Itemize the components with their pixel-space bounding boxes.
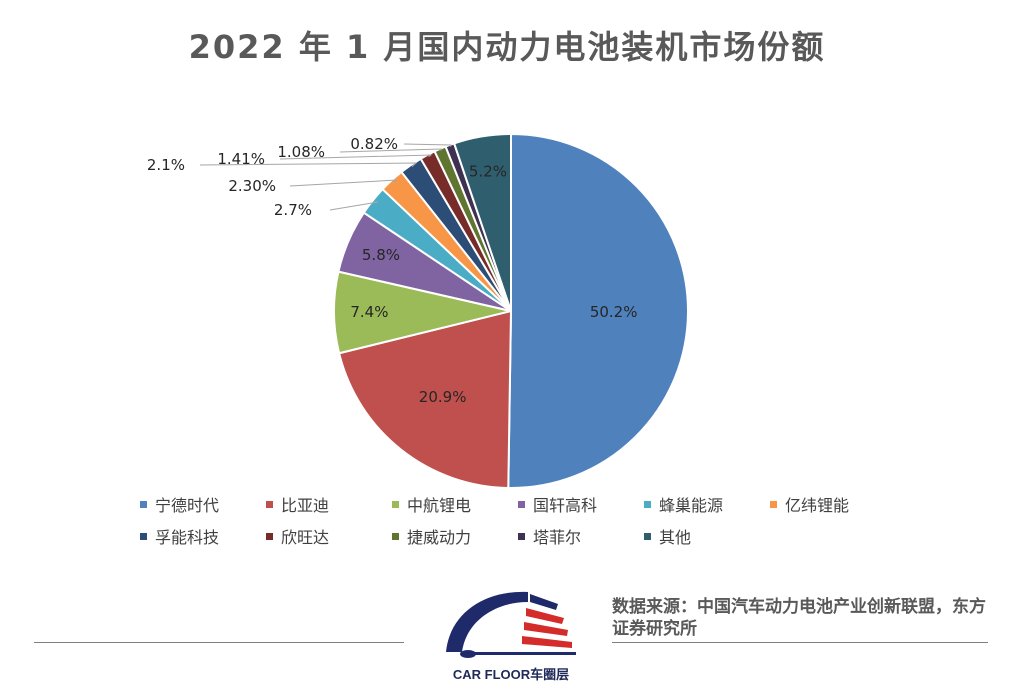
car-floor-logo: CAR FLOOR车圈层 — [436, 582, 586, 686]
leader-line-9 — [403, 143, 452, 147]
slice-label-0: 50.2% — [590, 303, 638, 321]
slice-label-5: 2.30% — [228, 177, 276, 195]
legend-label-5: 亿纬锂能 — [785, 496, 850, 515]
pie-slice-10 — [452, 132, 512, 312]
source-note: 数据来源：中国汽车动力电池产业创新联盟，东方证券研究所 — [612, 597, 986, 639]
legend-swatch-1 — [266, 500, 273, 508]
legend-label-4: 蜂巢能源 — [659, 496, 724, 515]
leader-line-4 — [329, 201, 379, 211]
legend-swatch-7 — [266, 532, 273, 540]
logo-text: CAR FLOOR车圈层 — [452, 667, 570, 682]
slice-label-2: 7.4% — [350, 303, 388, 321]
divider-left — [34, 642, 404, 643]
legend-label-1: 比亚迪 — [281, 496, 330, 515]
pie-chart: 50.2% 20.9% 7.4% 5.8% 2.7% 2.30% 2.1% 1.41% 1.08… — [147, 132, 689, 489]
chart-legend: 宁德时代 比亚迪 中航锂电 国轩高科 蜂巢能源 亿纬锂能孚能科技 欣旺达 捷威动力 塔菲尔 其他 — [140, 492, 900, 548]
legend-swatch-9 — [518, 532, 525, 540]
legend-item-1: 比亚迪 — [266, 492, 392, 516]
legend-label-10: 其他 — [659, 528, 692, 547]
legend-item-4: 蜂巢能源 — [644, 492, 770, 516]
divider-right — [612, 642, 988, 643]
legend-label-8: 捷威动力 — [407, 528, 472, 547]
slice-label-3: 5.8% — [362, 246, 400, 264]
legend-item-6: 孚能科技 — [140, 524, 266, 548]
legend-item-0: 宁德时代 — [140, 492, 266, 516]
legend-label-3: 国轩高科 — [533, 496, 598, 515]
leader-line-6 — [199, 162, 418, 168]
legend-item-10: 其他 — [644, 524, 770, 548]
legend-swatch-8 — [392, 532, 399, 540]
pie-slice-1 — [337, 309, 513, 489]
legend-swatch-2 — [392, 500, 399, 508]
slice-label-4: 2.7% — [274, 201, 312, 219]
legend-item-2: 中航锂电 — [392, 492, 518, 516]
legend-label-0: 宁德时代 — [155, 496, 220, 515]
legend-item-3: 国轩高科 — [518, 492, 644, 516]
legend-swatch-10 — [644, 532, 651, 540]
legend-swatch-0 — [140, 500, 147, 508]
legend-item-9: 塔菲尔 — [518, 524, 644, 548]
legend-label-6: 孚能科技 — [155, 528, 220, 547]
pie-slice-0 — [507, 132, 689, 489]
legend-swatch-5 — [770, 500, 777, 508]
chart-title: 2022 年 1 月国内动力电池装机市场份额 — [188, 28, 826, 66]
slice-label-6: 2.1% — [147, 156, 185, 174]
legend-label-2: 中航锂电 — [407, 496, 472, 515]
leader-line-7 — [279, 154, 433, 160]
leader-line-8 — [339, 148, 442, 153]
legend-swatch-4 — [644, 500, 651, 508]
legend-label-7: 欣旺达 — [281, 528, 330, 547]
legend-swatch-6 — [140, 532, 147, 540]
legend-swatch-3 — [518, 500, 525, 508]
legend-item-8: 捷威动力 — [392, 524, 518, 548]
slice-label-1: 20.9% — [419, 388, 467, 406]
slice-label-8: 1.08% — [277, 143, 325, 161]
legend-item-7: 欣旺达 — [266, 524, 392, 548]
slice-label-10: 5.2% — [469, 162, 507, 180]
slice-label-7: 1.41% — [217, 150, 265, 168]
leader-line-5 — [289, 179, 398, 187]
slice-label-9: 0.82% — [350, 135, 398, 153]
legend-item-5: 亿纬锂能 — [770, 492, 896, 516]
legend-label-9: 塔菲尔 — [533, 528, 582, 547]
